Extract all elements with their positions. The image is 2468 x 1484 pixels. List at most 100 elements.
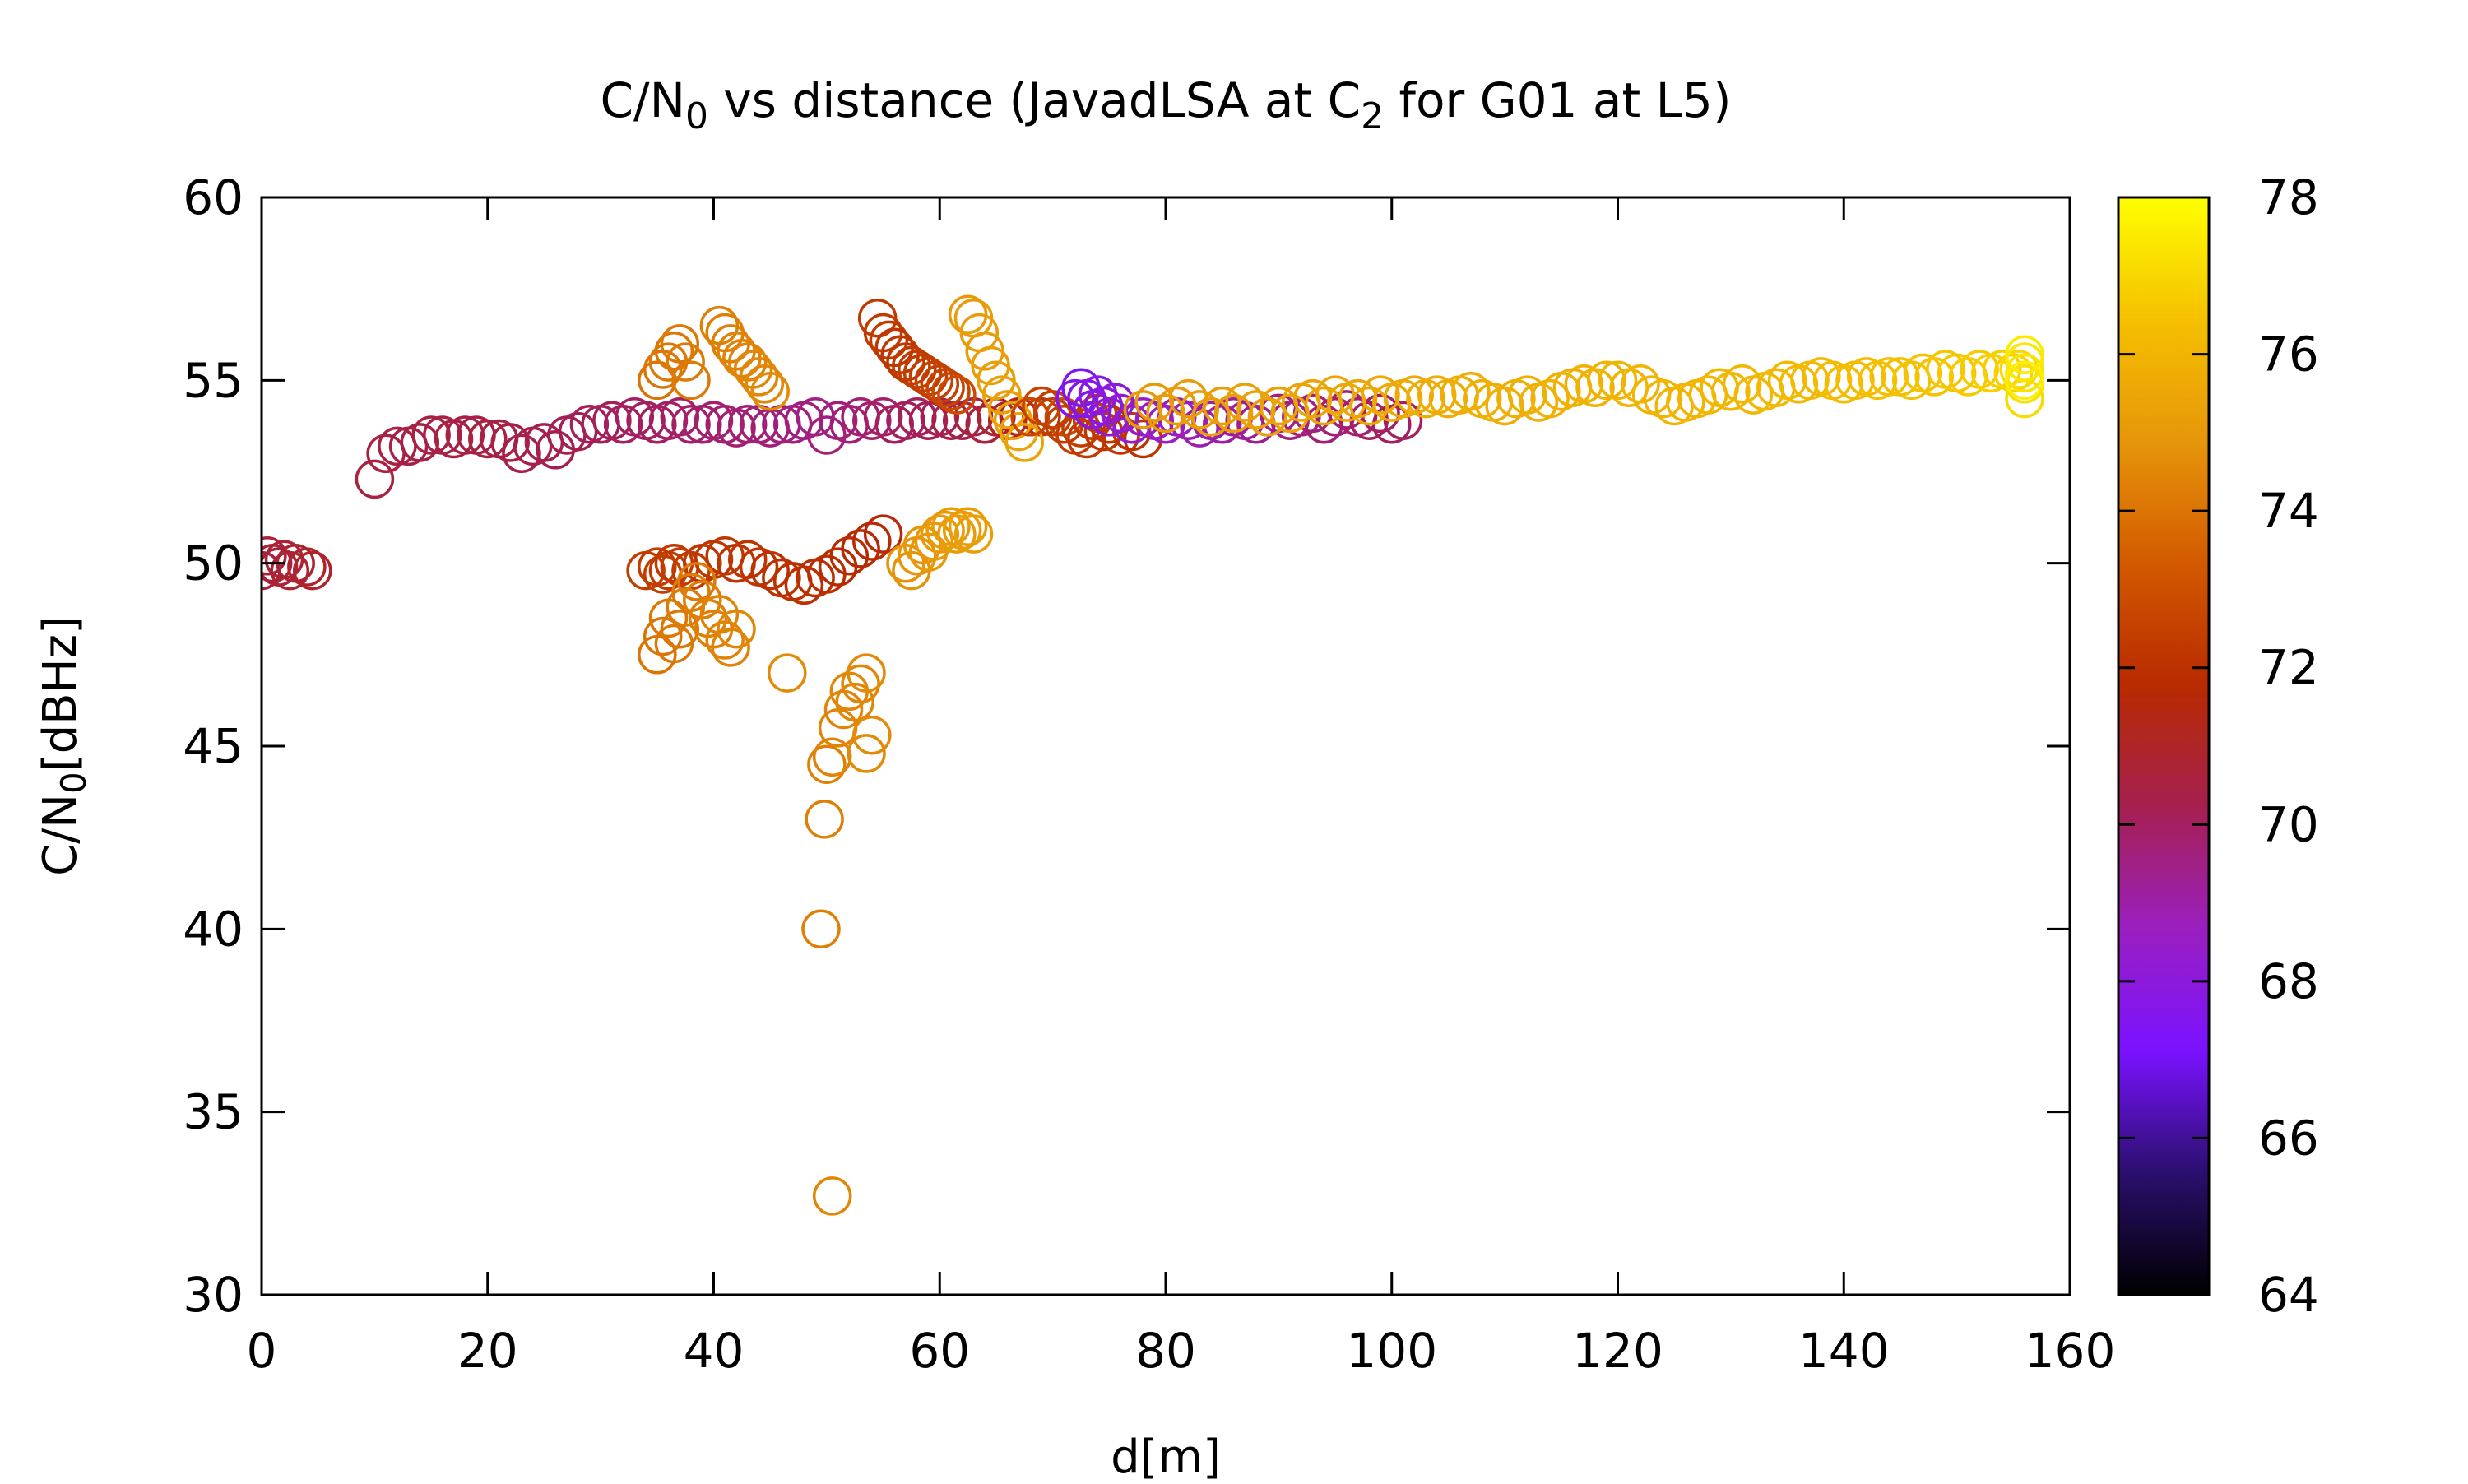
data-point (886, 401, 926, 440)
x-tick-label: 120 (1572, 1323, 1663, 1379)
data-point (863, 514, 903, 554)
data-point (660, 609, 700, 649)
data-point (1462, 378, 1502, 419)
y-tick-label: 40 (183, 901, 244, 957)
y-tick-label: 55 (183, 352, 244, 408)
data-point (937, 514, 977, 554)
data-point (2005, 360, 2044, 401)
colorbar-tick-label: 64 (2258, 1267, 2319, 1323)
data-point (807, 554, 847, 594)
data-point (1406, 378, 1445, 419)
data-point (1790, 360, 1830, 401)
data-point (812, 737, 852, 777)
colorbar-tick-label: 74 (2258, 483, 2319, 539)
x-tick-label: 20 (457, 1323, 518, 1379)
data-point (863, 397, 903, 437)
data-point (1869, 357, 1909, 397)
data-point (1225, 383, 1264, 422)
y-label-post: [dBHz] (34, 616, 87, 772)
data-point (1247, 397, 1287, 437)
data-point (677, 562, 717, 601)
title-part-mid: vs distance (JavadLSA at C (708, 72, 1361, 128)
data-point (524, 423, 564, 462)
data-point (841, 397, 880, 437)
data-point (1146, 393, 1185, 434)
data-point (807, 415, 847, 455)
x-tick-label: 100 (1346, 1323, 1437, 1379)
data-point (1361, 375, 1400, 415)
data-point (727, 404, 768, 444)
y-label-sub: 0 (53, 772, 94, 794)
data-point (784, 565, 824, 605)
data-point (1004, 423, 1045, 462)
data-point (1123, 390, 1163, 429)
data-point (953, 514, 994, 554)
data-point (801, 909, 841, 949)
data-point (1485, 386, 1524, 426)
data-point (931, 401, 971, 440)
data-point (1180, 390, 1219, 429)
data-point (818, 547, 858, 587)
x-tick-label: 0 (247, 1323, 277, 1379)
data-point (711, 628, 750, 667)
data-point (615, 397, 655, 437)
data-point (558, 411, 598, 452)
data-point (468, 419, 508, 459)
colorbar-ticks: 64 66 68 70 72 74 76 78 (2118, 169, 2319, 1323)
data-point (835, 682, 874, 722)
data-point (1812, 360, 1853, 401)
data-point (937, 375, 977, 415)
data-point (920, 514, 960, 554)
data-point (805, 800, 844, 839)
x-axis-label: d[m] (1111, 1431, 1221, 1481)
chart-title: C/N0 vs distance (JavadLSA at C2 for G01… (601, 72, 1732, 137)
data-point (807, 744, 847, 784)
data-point (750, 550, 790, 591)
x-tick-label: 60 (909, 1323, 970, 1379)
data-point (727, 540, 768, 579)
data-point (1779, 364, 1819, 404)
y-tick-label: 50 (183, 536, 244, 591)
data-point (2005, 335, 2044, 374)
data-point (705, 404, 745, 444)
data-point (1631, 375, 1672, 415)
y-tick-label: 45 (183, 718, 244, 774)
data-point (898, 397, 937, 437)
data-point (1236, 390, 1276, 429)
y-tick-label: 35 (183, 1084, 244, 1140)
data-point (1123, 419, 1163, 459)
data-point (750, 371, 790, 411)
data-point (293, 550, 332, 591)
data-point (852, 715, 892, 755)
data-point (1722, 364, 1762, 404)
data-point (1134, 383, 1175, 422)
data-point (1711, 371, 1751, 411)
data-point (1552, 368, 1593, 407)
data-point (852, 522, 892, 561)
data-point (1914, 357, 1954, 397)
data-point (1067, 419, 1106, 459)
data-point (270, 550, 310, 591)
colorbar-tick-label: 70 (2258, 796, 2319, 852)
data-point (666, 342, 705, 382)
y-axis-label: C/N0[dBHz] (34, 616, 94, 876)
data-point (847, 734, 886, 773)
data-point (490, 423, 530, 462)
data-point (502, 434, 541, 474)
data-point (1666, 383, 1705, 422)
data-point (1417, 375, 1457, 415)
data-point (874, 404, 915, 444)
axes: 0 20 40 60 80 100 120 140 160 30 35 40 45 50 55 60 (183, 169, 2115, 1379)
data-point (1745, 371, 1784, 411)
data-point (287, 547, 327, 587)
data-point (1542, 371, 1581, 411)
y-label-pre: C/N (34, 794, 87, 876)
data-point (1846, 357, 1886, 397)
data-points (262, 294, 2044, 1216)
data-point (569, 404, 610, 444)
data-point (671, 404, 711, 444)
data-point (762, 558, 801, 598)
data-point (671, 360, 711, 401)
